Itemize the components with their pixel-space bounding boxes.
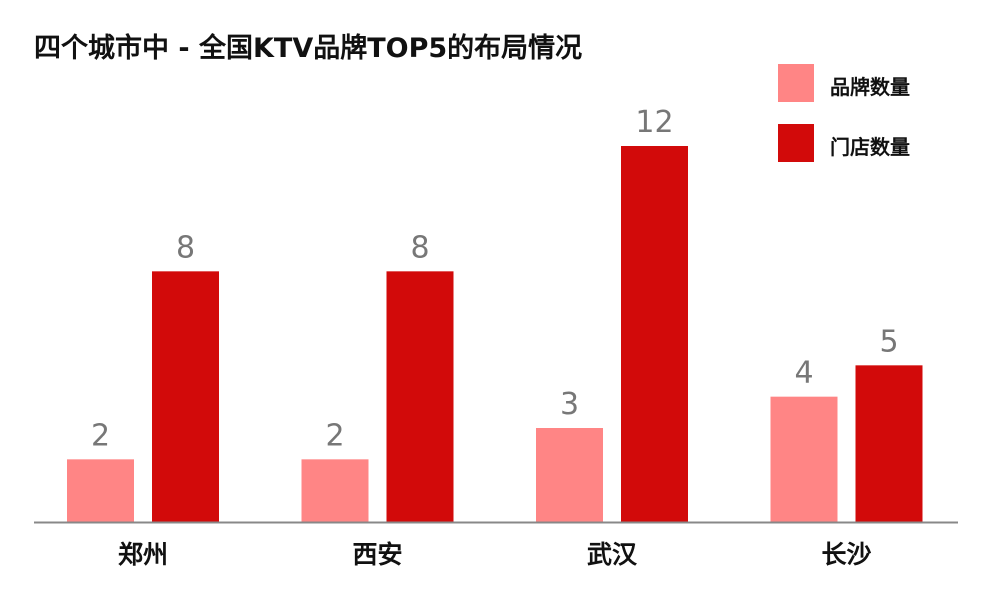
bar-brand-3 xyxy=(770,396,838,522)
bar-brand-0 xyxy=(67,459,134,522)
legend-swatch-store-count xyxy=(778,124,814,162)
legend-label-store-count: 门店数量 xyxy=(830,135,910,159)
chart-title: 四个城市中 - 全国KTV品牌TOP5的布局情况 xyxy=(34,33,583,64)
data-label-store-1: 8 xyxy=(410,230,429,265)
bar-brand-1 xyxy=(301,459,369,522)
data-label-brand-0: 2 xyxy=(91,418,110,453)
bar-store-0 xyxy=(152,271,219,522)
legend-swatch-brand-count xyxy=(778,64,814,102)
category-label-0: 郑州 xyxy=(118,540,168,569)
category-label-2: 武汉 xyxy=(587,540,638,569)
bar-store-1 xyxy=(386,271,454,522)
data-label-store-3: 5 xyxy=(879,324,898,359)
bar-brand-2 xyxy=(536,428,603,522)
data-label-brand-3: 4 xyxy=(794,356,813,391)
legend-label-brand-count: 品牌数量 xyxy=(830,75,910,99)
bar-store-2 xyxy=(621,146,688,522)
data-label-brand-1: 2 xyxy=(325,418,344,453)
data-label-store-2: 12 xyxy=(635,105,673,140)
category-label-1: 西安 xyxy=(352,540,402,569)
category-label-3: 长沙 xyxy=(821,540,871,569)
data-label-store-0: 8 xyxy=(176,230,195,265)
data-label-brand-2: 3 xyxy=(560,387,579,422)
bar-store-3 xyxy=(855,365,923,522)
